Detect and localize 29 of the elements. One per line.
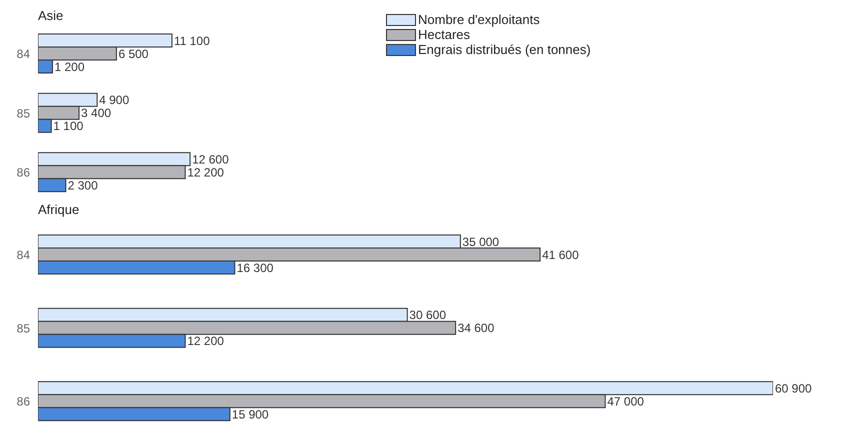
y-tick-label: 84 [16,46,30,61]
chart-title: Afrique [38,202,80,218]
y-tick-label: 85 [16,321,30,336]
y-tick-label: 86 [16,394,30,409]
legend-label: Nombre d'exploitants [418,12,540,27]
data-label: 6 500 [118,46,149,61]
data-label: 1 200 [54,60,85,74]
y-tick-label: 86 [16,166,30,180]
data-label: 60 900 [775,381,812,396]
legend-label: Hectares [418,27,470,42]
chart-title: Asie [38,8,64,23]
data-label: 35 000 [462,234,500,249]
data-label: 16 300 [236,260,274,275]
data-label: 1 100 [53,119,84,134]
data-label: 41 600 [542,248,580,262]
data-label: 15 900 [232,407,269,422]
data-label: 11 100 [174,34,210,48]
data-label: 2 300 [68,178,98,192]
data-label: 12 600 [192,152,230,166]
data-label: 4 900 [99,93,130,108]
data-label: 3 400 [81,106,112,120]
legend-label: Engrais distribués (en tonnes) [418,42,591,57]
data-label: 12 200 [187,165,224,180]
y-tick-label: 84 [16,248,30,262]
data-label: 30 600 [409,308,446,322]
y-tick-label: 85 [16,106,30,120]
data-label: 47 000 [607,394,644,408]
data-label: 12 200 [187,334,224,348]
data-label: 34 600 [458,321,495,336]
